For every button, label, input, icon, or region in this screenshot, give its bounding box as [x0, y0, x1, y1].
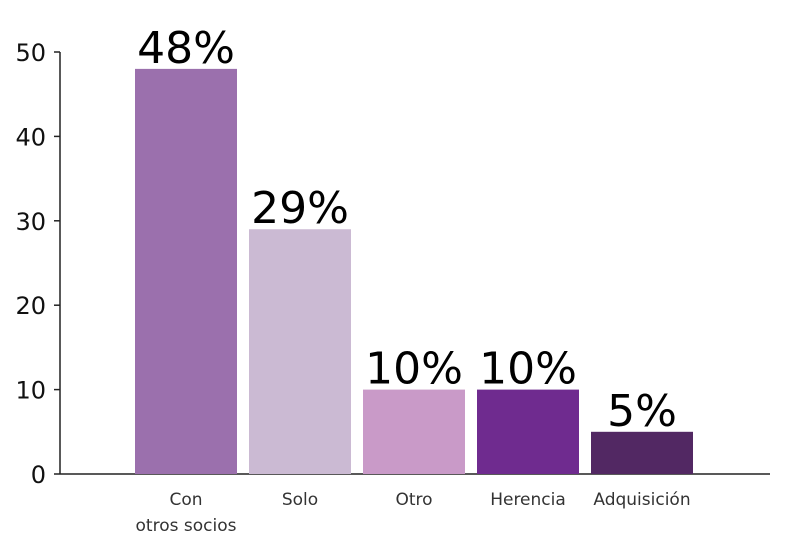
y-tick-label: 50: [15, 39, 46, 67]
data-labels: 48% 29% 10% 10% 5%: [137, 23, 677, 437]
bars: [135, 68, 693, 474]
category-label: Otro: [395, 490, 432, 510]
y-tick-label: 40: [15, 123, 46, 151]
bar: [477, 389, 579, 474]
y-axis: 0 10 20 30 40 50: [15, 39, 61, 489]
bar: [135, 68, 237, 474]
y-tick-label: 10: [15, 377, 46, 405]
data-label: 29%: [251, 183, 349, 234]
data-label: 48%: [137, 23, 235, 74]
bar: [591, 431, 693, 474]
y-tick-label: 20: [15, 292, 46, 320]
data-label: 10%: [365, 344, 463, 395]
data-label: 10%: [479, 344, 577, 395]
bar: [249, 229, 351, 474]
bar: [363, 389, 465, 474]
category-label: Herencia: [490, 490, 566, 510]
y-tick-label: 30: [15, 208, 46, 236]
y-tick-label: 0: [31, 461, 46, 489]
category-label: Adquisición: [593, 490, 690, 510]
category-labels: Con otros socios Solo Otro Herencia Adquisici…: [136, 490, 691, 536]
data-label: 5%: [607, 386, 677, 437]
category-label: Solo: [282, 490, 318, 510]
category-label: Con otros socios: [136, 490, 237, 536]
